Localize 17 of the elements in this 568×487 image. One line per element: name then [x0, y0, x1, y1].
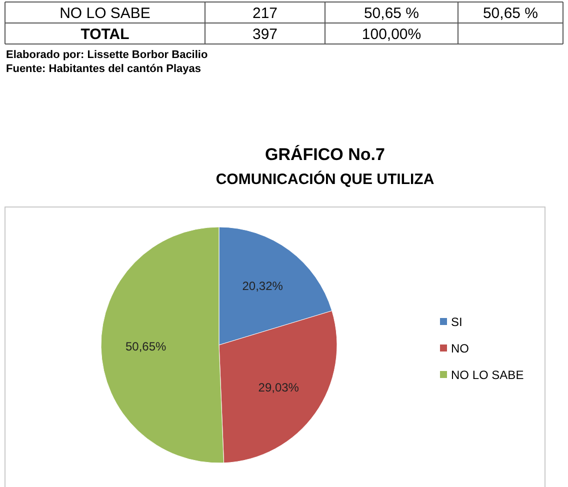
legend-label: NO LO SABE	[451, 368, 524, 382]
text: NO LO SABE	[60, 5, 150, 22]
source-note: Fuente: Habitantes del cantón Playas	[6, 63, 201, 75]
data-label: 50,65%	[126, 339, 167, 354]
data-label: 29,03%	[258, 380, 300, 394]
data-label: 20,32%	[242, 279, 284, 294]
text: 100,00%	[362, 26, 422, 43]
text: 50,65 %	[482, 5, 538, 22]
text: 397	[252, 26, 278, 43]
text: 217	[252, 5, 278, 22]
text: 50,65 %	[364, 5, 420, 22]
text: Elaborado por: Lissette Borbor Bacilio	[6, 49, 208, 61]
legend-label: SI	[451, 315, 462, 329]
text: TOTAL	[80, 26, 130, 43]
chart-subtitle: COMUNICACIÓN QUE UTILIZA	[216, 170, 434, 188]
legend-label: NO	[451, 342, 469, 356]
chart-title: GRÁFICO No.7	[265, 144, 385, 164]
